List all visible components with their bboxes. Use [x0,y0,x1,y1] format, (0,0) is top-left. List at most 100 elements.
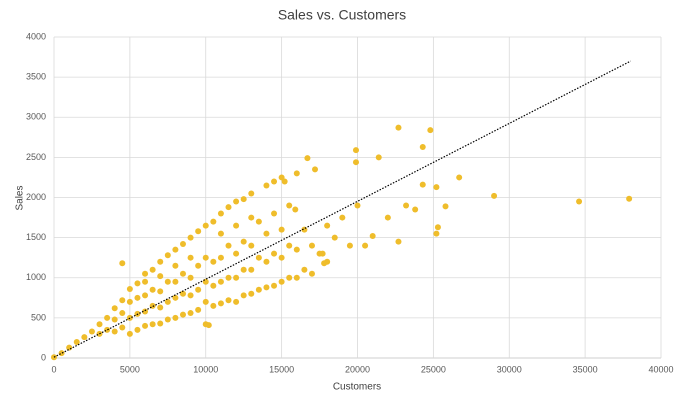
data-point [312,166,319,173]
data-point [195,286,202,293]
y-tick-label: 1500 [26,232,46,242]
data-point [271,178,278,185]
data-point [187,234,194,241]
data-point [255,254,262,261]
data-point [292,206,299,213]
data-point [202,222,209,229]
data-point [164,298,171,305]
data-point [111,305,118,312]
data-point [433,184,440,191]
data-point [157,304,164,311]
data-point [134,294,141,301]
data-point [346,242,353,249]
data-point [142,270,149,277]
data-point [456,174,463,181]
data-point [233,250,240,257]
data-point [157,320,164,327]
data-point [104,314,111,321]
data-point [225,204,232,211]
data-point [119,260,126,267]
x-tick-label: 25000 [421,364,446,374]
data-point [491,192,498,199]
data-point [427,127,434,134]
data-point [324,222,331,229]
data-point [210,218,217,225]
data-point [142,278,149,285]
data-point [308,242,315,249]
data-point [217,210,224,217]
trendline [53,60,631,358]
data-point [172,278,179,285]
data-point [293,170,300,177]
data-point [248,290,255,297]
data-point [172,262,179,269]
data-point [225,242,232,249]
data-point [164,252,171,259]
data-point [157,258,164,265]
y-tick-label: 3500 [26,72,46,82]
data-point [278,226,285,233]
x-tick-label: 20000 [345,364,370,374]
data-point [384,214,391,221]
data-point [286,274,293,281]
data-point [134,326,141,333]
y-tick-label: 500 [31,312,46,322]
data-point [248,214,255,221]
data-point [278,254,285,261]
data-point [187,292,194,299]
data-point [195,228,202,235]
data-point [576,198,583,205]
x-tick-label: 40000 [648,364,673,374]
data-point [157,288,164,295]
data-point [233,274,240,281]
data-point [339,214,346,221]
y-tick-label: 1000 [26,272,46,282]
data-point [240,266,247,273]
data-point [179,241,186,248]
x-tick-label: 15000 [269,364,294,374]
data-point [205,322,212,329]
data-point [81,334,88,341]
data-point [240,292,247,299]
data-point [217,254,224,261]
data-point [179,311,186,318]
data-point [195,262,202,269]
data-point [119,324,126,331]
data-point [362,242,369,249]
data-point [301,266,308,273]
data-point [354,202,361,209]
data-point [248,266,255,273]
y-tick-label: 0 [41,352,46,362]
data-point [149,321,156,328]
data-point [119,310,126,317]
x-axis-title: Customers [333,382,381,393]
data-point [442,203,449,210]
data-point [210,282,217,289]
data-point [419,143,426,150]
data-point [73,338,80,345]
data-point [403,202,410,209]
data-point [240,238,247,245]
x-tick-label: 30000 [497,364,522,374]
data-point [278,278,285,285]
data-point [263,182,270,189]
data-point [304,155,311,162]
data-point [104,326,111,333]
data-point [96,321,103,328]
data-point [263,230,270,237]
data-point [210,302,217,309]
data-point [202,278,209,285]
data-point [217,278,224,285]
data-point [149,286,156,293]
data-point [233,298,240,305]
data-point [271,282,278,289]
data-point [433,230,440,237]
data-point [225,274,232,281]
y-tick-label: 2500 [26,152,46,162]
data-point [271,210,278,217]
data-point [172,246,179,253]
y-tick-label: 2000 [26,192,46,202]
y-tick-label: 4000 [26,31,46,41]
